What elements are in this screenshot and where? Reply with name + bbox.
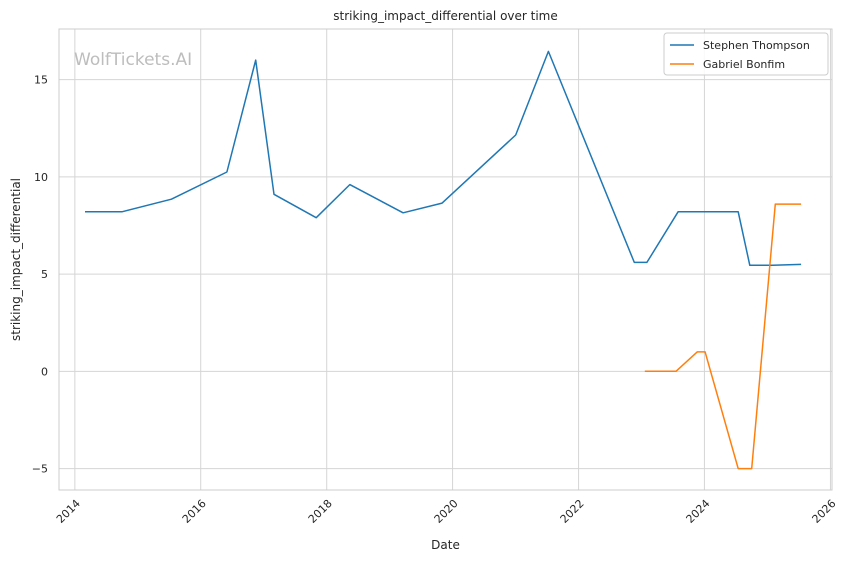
x-tick-label-2024: 2024 bbox=[684, 497, 713, 526]
y-tick-label--5: −5 bbox=[32, 463, 48, 476]
x-axis-ticks: 2014 2016 2018 2020 2022 2024 2026 bbox=[54, 497, 839, 526]
legend-box bbox=[663, 32, 829, 76]
plot-frame bbox=[58, 28, 833, 491]
x-tick-label-2014: 2014 bbox=[54, 497, 83, 526]
legend-label-gabriel-bonfim: Gabriel Bonfim bbox=[703, 58, 785, 71]
watermark: WolfTickets.AI bbox=[74, 50, 192, 70]
y-tick-label-0: 0 bbox=[41, 365, 48, 378]
x-tick-label-2020: 2020 bbox=[432, 497, 461, 526]
grid bbox=[59, 29, 832, 490]
y-tick-label-10: 10 bbox=[34, 171, 48, 184]
series-line-gabriel-bonfim bbox=[644, 203, 802, 470]
x-tick-label-2016: 2016 bbox=[180, 497, 209, 526]
x-axis-label: Date bbox=[431, 538, 460, 552]
x-tick-label-2018: 2018 bbox=[306, 497, 335, 526]
x-tick-label-2026: 2026 bbox=[810, 497, 839, 526]
series-line-stephen-thompson bbox=[85, 50, 802, 267]
y-axis-ticks: −5 0 5 10 15 bbox=[32, 74, 48, 476]
series-lines bbox=[85, 50, 802, 470]
y-axis-label: striking_impact_differential bbox=[9, 178, 23, 341]
y-tick-label-15: 15 bbox=[34, 74, 48, 87]
legend: Stephen Thompson Gabriel Bonfim bbox=[663, 32, 829, 76]
y-tick-label-5: 5 bbox=[41, 268, 48, 281]
legend-label-stephen-thompson: Stephen Thompson bbox=[703, 39, 810, 52]
x-tick-label-2022: 2022 bbox=[558, 497, 587, 526]
chart-title: striking_impact_differential over time bbox=[333, 9, 558, 23]
